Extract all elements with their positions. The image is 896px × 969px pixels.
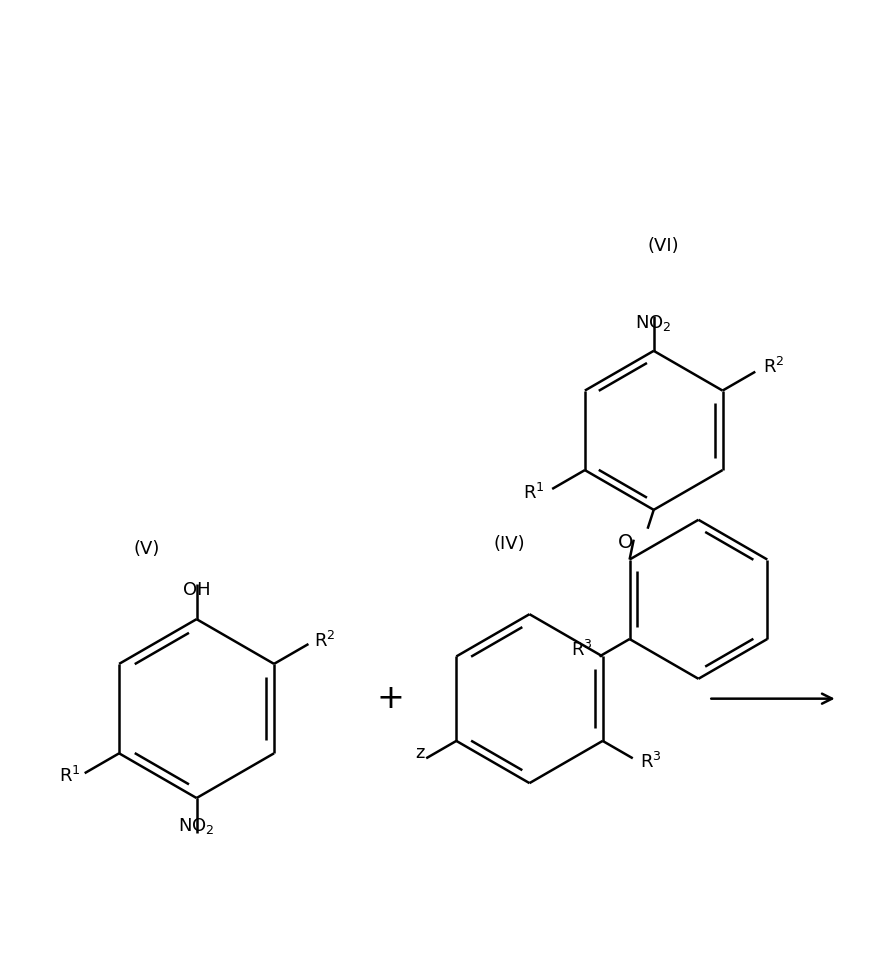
Text: R$^1$: R$^1$	[59, 766, 81, 786]
Text: R$^3$: R$^3$	[571, 641, 592, 661]
Text: NO$_2$: NO$_2$	[178, 816, 215, 836]
Text: (V): (V)	[134, 540, 160, 557]
Text: O: O	[618, 533, 633, 552]
Text: OH: OH	[183, 581, 211, 600]
Text: R$^1$: R$^1$	[523, 484, 545, 504]
Text: R$^3$: R$^3$	[640, 752, 661, 772]
Text: (VI): (VI)	[648, 236, 679, 255]
Text: z: z	[416, 744, 425, 762]
Text: +: +	[376, 682, 404, 715]
Text: NO$_2$: NO$_2$	[635, 313, 672, 333]
Text: (IV): (IV)	[494, 535, 525, 552]
Text: R$^2$: R$^2$	[763, 358, 785, 377]
Text: R$^2$: R$^2$	[314, 631, 336, 650]
